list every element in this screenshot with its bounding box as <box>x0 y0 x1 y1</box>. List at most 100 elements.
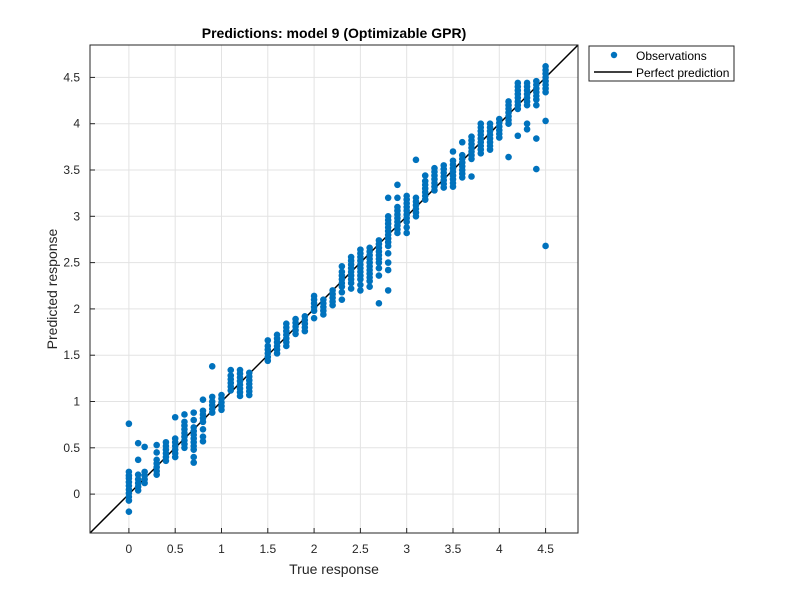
observation-point <box>366 277 373 285</box>
observation-point <box>245 391 253 399</box>
observation-point <box>384 259 392 266</box>
legend-observations-marker <box>610 51 618 59</box>
legend-box <box>588 45 735 82</box>
observation-point <box>505 153 512 161</box>
observation-point <box>134 487 142 494</box>
x-tick-label: 3 <box>403 542 410 556</box>
observation-point <box>125 508 133 516</box>
observation-point <box>533 96 540 103</box>
observation-point <box>440 184 448 191</box>
observation-point <box>227 366 235 374</box>
grid <box>90 45 578 533</box>
observation-point <box>384 194 392 202</box>
observation-point <box>171 413 179 421</box>
observation-point <box>357 287 364 294</box>
observation-point <box>357 281 364 289</box>
observation-point <box>153 441 160 449</box>
observation-point <box>542 242 549 250</box>
observation-point <box>394 181 401 189</box>
observation-point <box>208 363 216 370</box>
observation-point <box>403 224 410 231</box>
x-tick-label: 2 <box>311 542 318 556</box>
observation-point <box>495 134 503 141</box>
observation-point <box>421 196 429 203</box>
x-tick-label: 1 <box>218 542 225 556</box>
observation-point <box>533 165 540 173</box>
observation-point <box>468 173 475 180</box>
observation-point <box>141 479 148 487</box>
observation-point <box>199 396 207 403</box>
observation-point <box>357 275 364 283</box>
observation-point <box>542 117 549 125</box>
observation-point <box>533 135 540 142</box>
legend-observations-label: Observations <box>636 49 707 63</box>
observation-point <box>181 444 188 452</box>
chart-title: Predictions: model 9 (Optimizable GPR) <box>202 25 466 41</box>
observation-point <box>523 120 531 128</box>
x-tick-label: 0 <box>126 542 133 556</box>
observation-point <box>190 409 198 416</box>
observation-point <box>125 420 133 428</box>
x-tick-label: 1.5 <box>259 542 276 556</box>
observation-point <box>514 105 522 113</box>
observation-point <box>236 392 244 400</box>
y-tick-label: 3.5 <box>63 163 80 177</box>
observation-point <box>449 148 457 155</box>
observation-point <box>171 453 179 461</box>
observation-point <box>190 416 198 424</box>
y-tick-label: 1.5 <box>63 348 80 362</box>
observation-point <box>394 229 401 237</box>
observation-point <box>153 449 160 456</box>
observation-point <box>338 263 346 270</box>
observation-point <box>292 330 299 338</box>
observation-point <box>523 125 531 133</box>
x-tick-label: 0.5 <box>167 542 184 556</box>
observation-point <box>141 443 148 451</box>
observation-point <box>199 433 207 440</box>
observation-point <box>449 183 457 190</box>
observation-point <box>384 250 392 257</box>
observation-point <box>320 311 327 318</box>
observation-point <box>199 425 207 433</box>
observation-point <box>477 150 485 157</box>
x-ticks: 0 0.5 1 1.5 2 2.5 3 3.5 4 4.5 <box>126 528 554 556</box>
observation-point <box>338 283 346 290</box>
observation-point <box>273 350 281 357</box>
observation-point <box>384 242 392 250</box>
observation-point <box>264 337 272 344</box>
x-tick-label: 4.5 <box>537 542 554 556</box>
observation-point <box>375 259 383 266</box>
y-tick-label: 3 <box>73 209 80 223</box>
observation-point <box>264 357 272 365</box>
observation-point <box>458 138 466 146</box>
observation-point <box>301 327 309 335</box>
observation-point <box>338 288 346 296</box>
observation-point <box>375 264 383 272</box>
y-tick-label: 4 <box>73 117 80 131</box>
observation-point <box>208 393 216 401</box>
observation-point <box>486 146 494 153</box>
legend: Observations Perfect prediction <box>588 45 735 82</box>
observation-point <box>199 438 207 445</box>
y-axis-label: Predicted response <box>44 228 60 349</box>
observation-point <box>403 218 410 226</box>
observation-point <box>412 213 420 220</box>
observation-point <box>199 418 207 426</box>
observation-point <box>468 155 475 163</box>
y-tick-label: 2.5 <box>63 256 80 270</box>
observation-point <box>347 285 355 292</box>
observation-point <box>421 172 429 179</box>
observation-point <box>134 439 142 447</box>
legend-perfect-prediction-label: Perfect prediction <box>636 66 729 80</box>
observation-point <box>208 409 216 416</box>
observation-point <box>227 387 235 394</box>
observation-point <box>190 446 198 453</box>
x-tick-label: 3.5 <box>445 542 462 556</box>
y-tick-label: 1 <box>73 395 80 409</box>
observation-point <box>542 88 549 96</box>
observation-point <box>181 411 188 418</box>
observation-point <box>153 471 160 478</box>
observation-point <box>134 456 142 464</box>
